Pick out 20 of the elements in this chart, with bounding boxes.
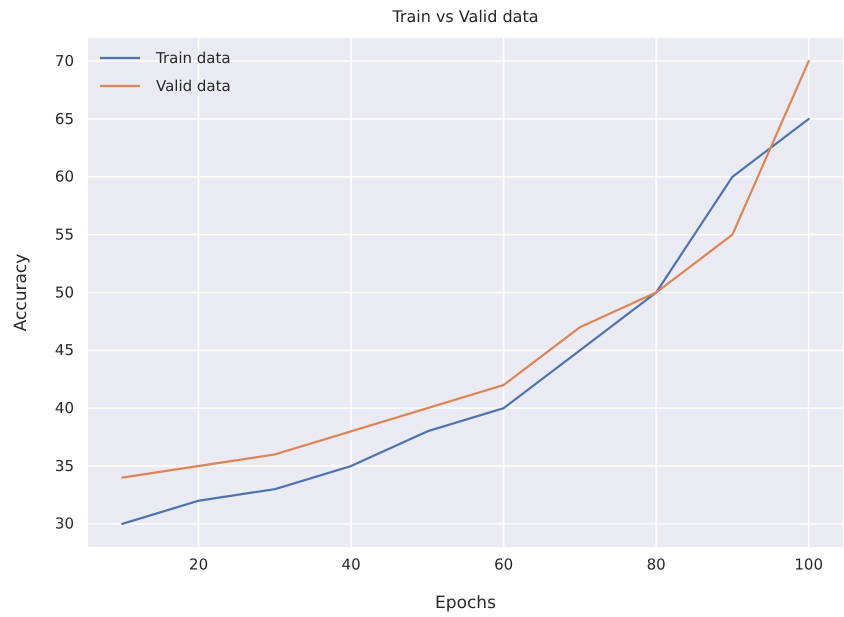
y-tick-label: 35 (54, 456, 74, 475)
line-series (121, 118, 810, 525)
legend-label: Valid data (156, 77, 231, 95)
y-tick-label: 70 (54, 52, 74, 70)
y-tick-label: 40 (54, 398, 74, 417)
y-tick-label: 50 (54, 283, 74, 302)
legend-label: Train data (155, 49, 231, 67)
x-tick-label: 20 (189, 556, 208, 574)
x-tick-label: 80 (646, 556, 666, 574)
x-tick-label: 100 (794, 556, 823, 574)
y-axis-title: Accuracy (11, 254, 31, 332)
chart-title: Train vs Valid data (391, 7, 539, 26)
x-tick-label: 60 (494, 556, 514, 574)
x-axis-title: Epochs (435, 593, 496, 613)
y-tick-label: 60 (54, 168, 74, 186)
y-tick-label: 45 (54, 341, 74, 360)
y-tick-label: 65 (54, 110, 74, 128)
y-tick-label: 55 (54, 225, 74, 244)
y-tick-label: 30 (54, 514, 74, 533)
x-tick-label: 40 (342, 556, 361, 574)
